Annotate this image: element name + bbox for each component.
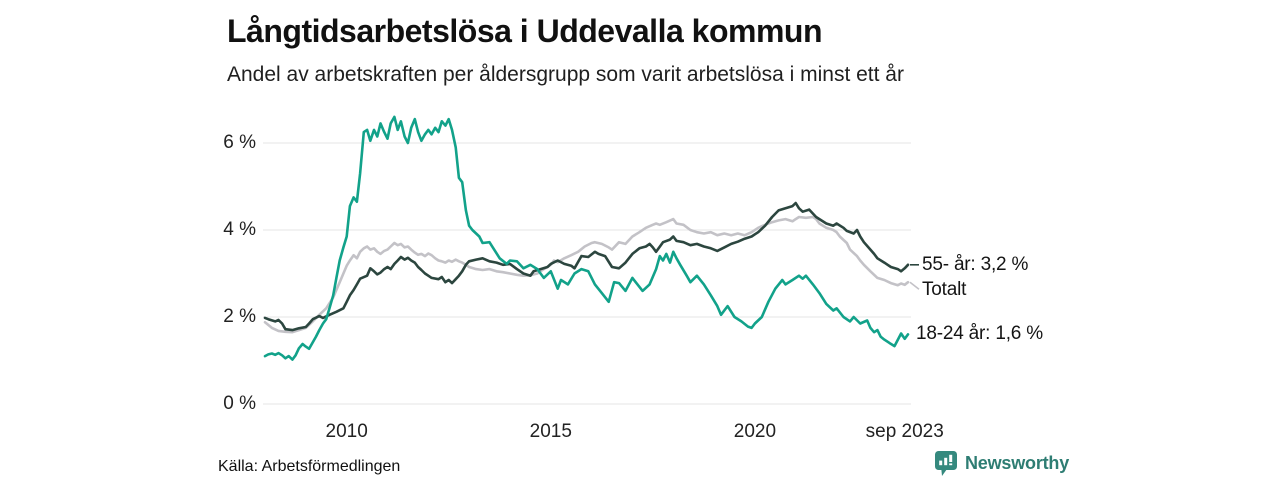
series-line-55-r <box>263 201 910 332</box>
newsworthy-wordmark: Newsworthy <box>965 453 1070 473</box>
newsworthy-icon <box>935 451 957 476</box>
series-line-18-24-r <box>263 115 910 361</box>
newsworthy-logo: Newsworthy <box>934 450 1069 477</box>
x-axis-tick-label: 2020 <box>733 421 777 442</box>
x-axis-tick-label: 2010 <box>325 421 368 442</box>
series-line-Totalt <box>263 215 910 334</box>
y-axis-tick-label: 0 % <box>223 393 256 414</box>
x-axis-tick-label: 2015 <box>529 421 572 442</box>
y-axis-tick-label: 4 % <box>223 219 256 240</box>
chart-title: Långtidsarbetslösa i Uddevalla kommun <box>227 13 822 49</box>
y-axis-tick-label: 2 % <box>223 306 256 327</box>
y-axis-tick-label: 6 % <box>223 132 256 153</box>
series-end-label-55-ar: 55- år: 3,2 % <box>922 253 1029 275</box>
series-end-label-18-24-ar: 18-24 år: 1,6 % <box>916 323 1043 345</box>
series-end-label-totalt: Totalt <box>922 279 967 301</box>
chart-subtitle: Andel av arbetskraften per åldersgrupp s… <box>227 63 904 86</box>
label-connector-totalt <box>909 281 920 290</box>
x-axis-tick-label: sep 2023 <box>865 421 944 442</box>
source-attribution: Källa: Arbetsförmedlingen <box>218 458 401 475</box>
